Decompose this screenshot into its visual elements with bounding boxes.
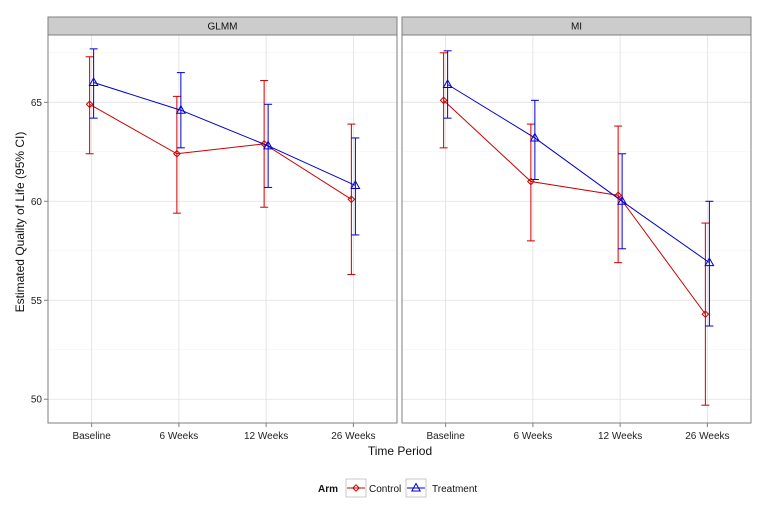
x-tick-label-6-weeks: 6 Weeks <box>514 431 553 442</box>
y-tick-label-65: 65 <box>31 98 43 109</box>
series-treatment-mi <box>442 50 715 327</box>
data-point-control <box>439 96 448 105</box>
error-bar-control <box>347 123 356 276</box>
panels-layer: GLMM Baseline 6 Weeks 12 Weeks 26 Weeks MI Bas… <box>47 16 752 442</box>
error-bar-treatment <box>443 50 452 119</box>
panel-border-mi <box>401 34 752 424</box>
panel-mi: MI Baseline 6 Weeks 12 Weeks 26 Weeks <box>401 16 752 442</box>
data-point-treatment <box>529 132 540 142</box>
data-point-treatment <box>704 257 715 267</box>
data-point-control <box>701 310 710 319</box>
panel-glmm: GLMM Baseline 6 Weeks 12 Weeks 26 Weeks <box>47 16 398 442</box>
x-axis-title: Time Period <box>368 444 432 458</box>
y-tick-label-55: 55 <box>31 296 43 307</box>
y-axis: 50 55 60 65 <box>31 98 48 406</box>
data-point-treatment <box>350 179 361 189</box>
legend-item-control: Control <box>345 478 401 498</box>
series-line-control <box>443 99 706 315</box>
data-point-control <box>85 100 94 109</box>
error-bar-treatment <box>176 72 185 149</box>
error-bar-treatment <box>705 200 714 327</box>
x-tick-label-6-weeks: 6 Weeks <box>160 431 199 442</box>
error-bar-control <box>614 125 623 264</box>
error-bar-treatment <box>618 153 627 250</box>
legend-label-treatment: Treatment <box>432 484 477 495</box>
x-tick-label-12-weeks: 12 Weeks <box>598 431 642 442</box>
error-bar-control <box>701 222 710 406</box>
x-tick-label-baseline: Baseline <box>426 431 465 442</box>
legend-item-treatment: Treatment <box>405 478 477 498</box>
data-point-treatment <box>442 78 453 88</box>
data-point-control <box>347 195 356 204</box>
series-treatment-glmm <box>88 48 361 236</box>
error-bar-treatment <box>89 48 98 119</box>
x-tick-label-26-weeks: 26 Weeks <box>685 431 729 442</box>
data-point-treatment <box>617 195 628 205</box>
data-point-control <box>172 149 181 158</box>
x-tick-label-baseline: Baseline <box>72 431 111 442</box>
series-control-mi <box>439 52 710 406</box>
error-bar-treatment <box>264 103 273 188</box>
plot-area-glmm <box>48 35 397 423</box>
data-point-treatment <box>263 140 274 150</box>
data-point-control <box>526 177 535 186</box>
legend-label-control: Control <box>369 484 401 495</box>
x-tick-label-26-weeks: 26 Weeks <box>331 431 375 442</box>
grid-glmm <box>48 35 397 423</box>
x-tick-label-12-weeks: 12 Weeks <box>244 431 288 442</box>
error-bar-control <box>85 56 94 155</box>
legend-title: Arm <box>318 484 338 495</box>
data-point-treatment <box>88 76 99 87</box>
plot-area-mi <box>402 35 751 423</box>
error-bar-treatment <box>530 99 539 181</box>
error-bar-control <box>526 123 535 242</box>
panel-border-glmm <box>47 34 398 424</box>
series-line-treatment <box>93 82 356 186</box>
series-line-treatment <box>447 84 710 264</box>
y-tick-label-60: 60 <box>31 197 43 208</box>
series-line-control <box>89 103 352 200</box>
legend: Arm Control Treatment <box>318 478 477 498</box>
series-control-glmm <box>85 56 356 276</box>
data-point-control <box>260 139 269 148</box>
y-axis-title: Estimated Quality of Life (95% CI) <box>13 132 27 313</box>
error-bar-control <box>439 52 448 149</box>
error-bar-control <box>172 95 181 214</box>
data-point-treatment <box>175 104 186 114</box>
error-bar-treatment <box>351 137 360 236</box>
y-tick-label-50: 50 <box>31 395 43 406</box>
strip-title-glmm: GLMM <box>208 22 238 33</box>
strip-title-mi: MI <box>571 22 582 33</box>
